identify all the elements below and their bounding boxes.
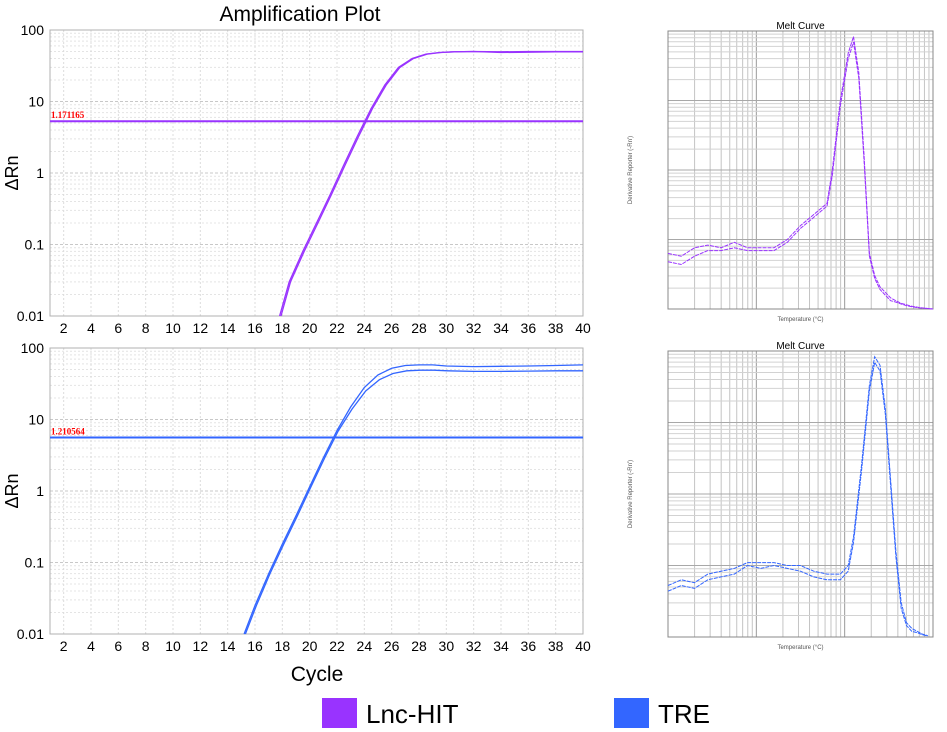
melt-y-axis-label: Derivative Reporter (-Rn') <box>628 136 634 204</box>
amplification-curve-rep1 <box>243 364 584 635</box>
melt-y-axis-label: Derivative Reporter (-Rn') <box>628 460 634 528</box>
x-tick-label: 32 <box>466 638 482 654</box>
y-tick-label: 0.01 <box>17 626 44 642</box>
x-axis-label: Cycle <box>291 663 344 686</box>
x-tick-label: 14 <box>220 320 236 336</box>
x-tick-label: 18 <box>275 638 291 654</box>
melt-curve-rep1 <box>667 36 934 310</box>
x-tick-label: 4 <box>87 320 95 336</box>
x-tick-label: 8 <box>142 320 150 336</box>
figure-title: Amplification Plot <box>219 3 380 26</box>
y-tick-label: 100 <box>21 22 45 38</box>
melt-frame <box>667 350 934 638</box>
amplification-curve-rep2 <box>244 369 583 635</box>
legend: Lnc-HIT TRE <box>322 698 710 729</box>
melt-curve-rep2 <box>667 361 928 637</box>
x-tick-label: 30 <box>439 638 455 654</box>
x-tick-label: 14 <box>220 638 236 654</box>
x-tick-label: 4 <box>87 638 95 654</box>
x-tick-label: 24 <box>357 320 373 336</box>
y-axis-label: ΔRn <box>2 473 22 508</box>
x-tick-label: 34 <box>493 638 509 654</box>
y-tick-label: 0.1 <box>25 555 45 571</box>
x-tick-label: 18 <box>275 320 291 336</box>
x-tick-label: 26 <box>384 320 400 336</box>
x-tick-label: 28 <box>411 320 427 336</box>
x-tick-label: 6 <box>114 638 122 654</box>
x-tick-label: 12 <box>193 320 209 336</box>
melt-curve-rep1 <box>667 355 928 637</box>
y-axis-label: ΔRn <box>2 155 22 190</box>
melt-curve-title: Melt Curve <box>776 21 825 32</box>
melt-curve-title: Melt Curve <box>776 341 825 352</box>
x-tick-label: 20 <box>302 638 318 654</box>
x-tick-label: 40 <box>575 638 591 654</box>
x-tick-label: 40 <box>575 320 591 336</box>
x-tick-label: 22 <box>329 638 345 654</box>
melt-x-axis-label: Temperature (°C) <box>777 317 823 323</box>
x-tick-label: 38 <box>548 320 564 336</box>
x-tick-label: 10 <box>165 320 181 336</box>
x-tick-label: 34 <box>493 320 509 336</box>
amplification-curve-rep1 <box>278 50 583 317</box>
legend-label-tre: TRE <box>658 699 710 729</box>
y-tick-label: 100 <box>21 340 45 356</box>
x-tick-label: 6 <box>114 320 122 336</box>
melt-curve-tre: Melt Curve Temperature (°C) Derivative Rep… <box>628 341 934 651</box>
amplification-plot-tre: 2 4 6 8 10 12 14 16 18 20 22 24 26 28 30 32 34 36 38 401001… <box>2 340 591 654</box>
melt-x-axis-label: Temperature (°C) <box>777 645 823 651</box>
x-tick-label: 10 <box>165 638 181 654</box>
y-tick-label: 0.1 <box>25 237 45 253</box>
amplification-curve-rep2 <box>280 50 583 317</box>
threshold-label: 1.210564 <box>51 427 85 437</box>
legend-swatch-tre <box>614 698 649 728</box>
legend-label-lnc-hit: Lnc-HIT <box>366 699 459 729</box>
plot-frame <box>49 29 584 317</box>
y-tick-label: 10 <box>28 94 44 110</box>
x-tick-label: 32 <box>466 320 482 336</box>
x-tick-label: 22 <box>329 320 345 336</box>
x-tick-label: 16 <box>247 638 263 654</box>
legend-swatch-lnc-hit <box>322 698 357 728</box>
x-tick-label: 12 <box>193 638 209 654</box>
melt-curve-rep2 <box>667 41 934 310</box>
x-tick-label: 20 <box>302 320 318 336</box>
x-tick-label: 28 <box>411 638 427 654</box>
amplification-plot-lnc-hit: 2 4 6 8 10 12 14 16 18 20 22 24 26 28 30 32 34 36 38 401001… <box>2 22 591 336</box>
x-tick-label: 2 <box>60 320 68 336</box>
y-tick-label: 0.01 <box>17 308 44 324</box>
x-tick-label: 16 <box>247 320 263 336</box>
y-tick-label: 1 <box>36 165 44 181</box>
x-tick-label: 36 <box>521 320 537 336</box>
y-tick-label: 1 <box>36 483 44 499</box>
melt-curve-lnc-hit: Melt Curve Temperature (°C) Derivative Rep… <box>628 21 934 323</box>
x-tick-label: 36 <box>521 638 537 654</box>
x-tick-label: 24 <box>357 638 373 654</box>
x-tick-label: 30 <box>439 320 455 336</box>
melt-frame <box>667 30 934 310</box>
x-tick-label: 8 <box>142 638 150 654</box>
plot-frame <box>49 347 584 635</box>
x-tick-label: 38 <box>548 638 564 654</box>
threshold-label: 1.171165 <box>51 110 85 120</box>
x-tick-label: 26 <box>384 638 400 654</box>
x-tick-label: 2 <box>60 638 68 654</box>
y-tick-label: 10 <box>28 412 44 428</box>
